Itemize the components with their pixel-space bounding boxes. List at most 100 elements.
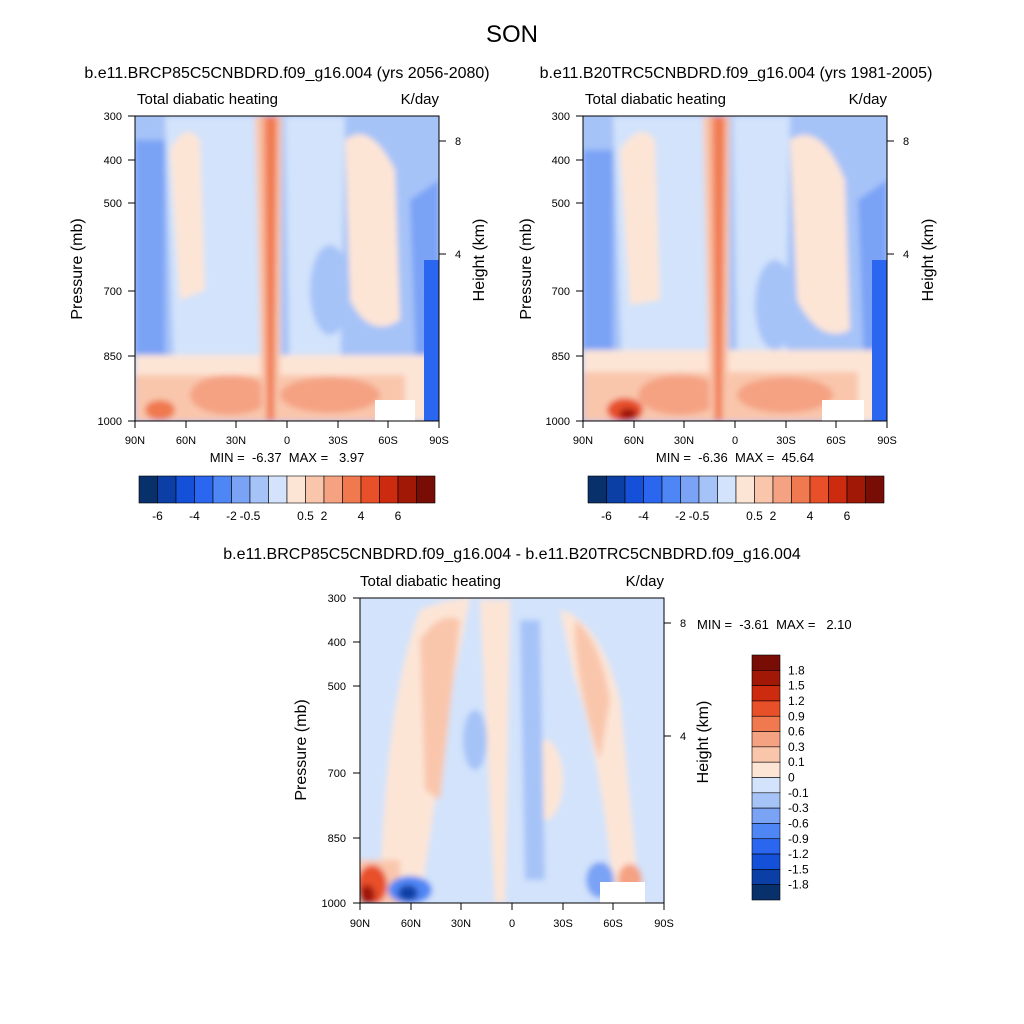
y-tick-label: 1000 [322,898,346,910]
x-tick-label: 30N [451,918,471,930]
x-tick-label: 60S [603,918,623,930]
colorbar-swatch [157,475,177,504]
colorbar-swatch [680,475,700,504]
units-label: K/day [849,91,888,108]
colorbar-label: -0.5 [689,509,710,523]
x-tick-label: 90S [654,918,674,930]
y-axis-label: Pressure (mb) [69,218,86,319]
colorbar: 1.81.51.20.90.60.30.10-0.1-0.3-0.6-0.9-1… [751,654,809,901]
x-tick-label: 30S [776,435,796,447]
colorbar-swatch [643,475,663,504]
contour-field [360,598,664,903]
colorbar-label: 2 [321,509,328,523]
panel-difference: b.e11.BRCP85C5CNBDRD.f09_g16.004 - b.e11… [223,546,851,930]
colorbar-swatch [751,807,781,824]
panel-title: b.e11.BRCP85C5CNBDRD.f09_g16.004 - b.e11… [223,546,801,563]
min-max-readout: MIN = -6.36 MAX = 45.64 [656,450,814,465]
colorbar-label: -0.3 [788,801,809,815]
y2-tick-label: 8 [903,136,909,148]
colorbar-label: 4 [358,509,365,523]
colorbar-label: 0.5 [746,509,763,523]
colorbar-swatch [751,838,781,855]
y-tick-label: 850 [552,351,570,363]
y-tick-label: 500 [104,198,122,210]
x-tick-label: 90N [125,435,145,447]
y-axis-label: Pressure (mb) [293,699,310,800]
colorbar-swatch [268,475,288,504]
x-tick-label: 0 [284,435,290,447]
colorbar-swatch [606,475,626,504]
y-tick-label: 1000 [98,416,122,428]
y-axis-label: Pressure (mb) [518,218,535,319]
min-max-readout: MIN = -3.61 MAX = 2.10 [697,617,852,632]
colorbar-swatch [416,475,436,504]
colorbar: -6 -4 -2 -0.5 0.5 2 4 6 [138,475,436,523]
y-tick-label: 300 [328,593,346,605]
colorbar-swatch [194,475,214,504]
colorbar-swatch [698,475,718,504]
colorbar-label: 4 [807,509,814,523]
x-tick-label: 0 [732,435,738,447]
x-tick-label: 0 [509,918,515,930]
ticks [128,115,446,428]
colorbar-swatch [751,823,781,840]
colorbar-swatch [772,475,792,504]
x-tick-label: 90N [573,435,593,447]
x-tick-label: 30S [328,435,348,447]
contour-field [583,116,887,421]
colorbar-swatch [138,475,158,504]
colorbar-label: -2 [226,509,237,523]
colorbar-swatch [751,884,781,901]
y-tick-label: 400 [552,155,570,167]
colorbar-swatch [249,475,269,504]
y-tick-label: 700 [328,768,346,780]
variable-label: Total diabatic heating [137,91,278,108]
colorbar-label: 6 [395,509,402,523]
x-tick-label: 60N [624,435,644,447]
colorbar-swatch [397,475,417,504]
colorbar-swatch [751,670,781,686]
colorbar-swatch [624,475,644,504]
x-tick-label: 90S [429,435,449,447]
colorbar-swatch [791,475,811,504]
colorbar-swatch [379,475,399,504]
colorbar-label: 0.5 [297,509,314,523]
x-tick-label: 90N [350,918,370,930]
colorbar-label: 1.5 [788,679,805,693]
y2-axis-label: Height (km) [471,219,488,302]
x-tick-label: 30N [226,435,246,447]
colorbar-swatch [305,475,325,504]
x-tick-label: 60S [378,435,398,447]
y2-axis-label: Height (km) [695,701,712,784]
colorbar-label: 1.2 [788,694,805,708]
colorbar-swatch [231,475,251,504]
colorbar-swatch [751,853,781,870]
panel-title: b.e11.B20TRC5CNBDRD.f09_g16.004 (yrs 198… [540,65,933,82]
colorbar-swatch [587,475,607,504]
x-tick-label: 30S [553,918,573,930]
colorbar-label: 1.8 [788,663,805,677]
colorbar-swatch [751,654,781,671]
colorbar-swatch [751,777,781,794]
ticks [576,115,894,428]
colorbar-swatch [751,731,781,748]
x-tick-label: 60N [176,435,196,447]
y2-tick-label: 8 [455,136,461,148]
panel-future: b.e11.BRCP85C5CNBDRD.f09_g16.004 (yrs 20… [69,65,490,523]
colorbar-label: -6 [601,509,612,523]
colorbar-swatch [828,475,848,504]
units-label: K/day [401,91,440,108]
figure-title: SON [486,21,538,48]
x-tick-label: 30N [674,435,694,447]
colorbar: -6 -4 -2 -0.5 0.5 2 4 6 [587,475,885,523]
colorbar-label: -1.2 [788,847,809,861]
colorbar-label: 0.9 [788,709,805,723]
colorbar-label: 0.1 [788,755,805,769]
y-tick-label: 850 [328,833,346,845]
y2-tick-label: 4 [903,249,909,261]
colorbar-swatch [754,475,774,504]
y-tick-label: 500 [552,198,570,210]
y-tick-label: 1000 [546,416,570,428]
colorbar-label: -0.6 [788,816,809,830]
